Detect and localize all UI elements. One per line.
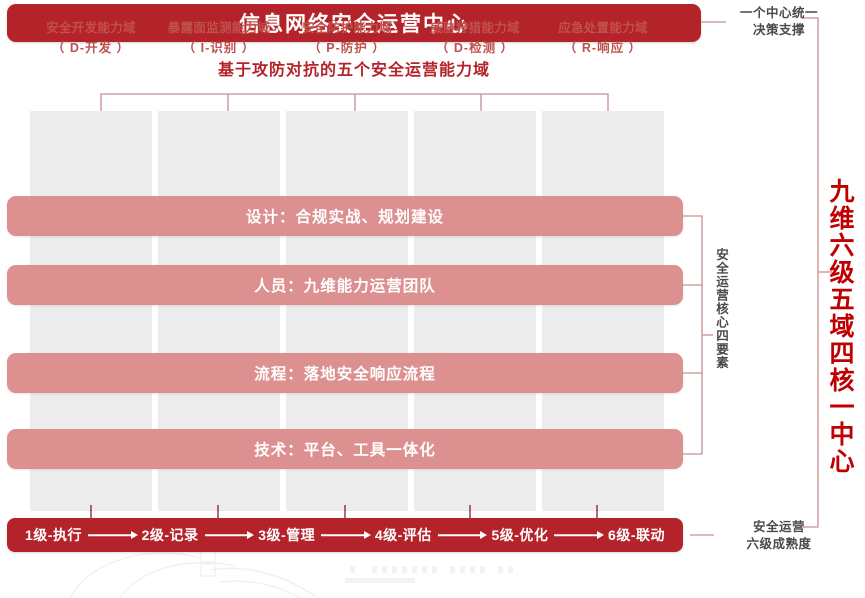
one-center-annotation-line2: 决策支撑 <box>752 23 805 37</box>
capability-label-d-dev-name: 安全开发能力域 <box>46 21 136 35</box>
capability-label-r-respond: 应急处置能力域 （ R-响应 ） <box>542 18 664 58</box>
core-element-label-people: 人员：九维能力运营团队 <box>254 278 436 295</box>
capability-label-i-identify-code: （ I-识别 ） <box>182 41 256 55</box>
page-title: 信息网络安全运营中心 <box>239 13 469 36</box>
capability-label-p-protect-name: 安全防护能力域 <box>302 21 392 35</box>
one-center-annotation: 一个中心统一 决策支撑 <box>733 5 825 39</box>
maturity-side-label-line2: 六级成熟度 <box>746 537 812 551</box>
framework-summary-label: 九维六级五域四核一中心 <box>826 178 854 475</box>
maturity-level-bar: 1级-执行 2级-记录 3级-管理 4级-评估 5级-优化 6级-联动 <box>7 518 683 552</box>
capability-label-d-dev: 安全开发能力域 （ D-开发 ） <box>30 18 152 58</box>
maturity-side-label: 安全运营 六级成熟度 <box>733 519 825 553</box>
capability-label-d-dev-code: （ D-开发 ） <box>51 41 131 55</box>
core-element-bar-process[interactable]: 流程：落地安全响应流程 <box>7 353 683 393</box>
maturity-level-4[interactable]: 4级-评估 <box>374 527 432 543</box>
capability-label-p-protect-code: （ P-防护 ） <box>308 41 386 55</box>
core-elements-side-label: 安全运营核心四要素 <box>714 248 728 370</box>
arrow-right-icon-1 <box>86 530 138 540</box>
core-element-label-technology: 技术：平台、工具一体化 <box>254 442 436 459</box>
background-watermark <box>69 549 513 598</box>
maturity-level-3[interactable]: 3级-管理 <box>258 527 316 543</box>
capability-label-r-respond-name: 应急处置能力域 <box>558 21 648 35</box>
subtitle: 基于攻防对抗的五个安全运营能力域 <box>217 62 490 79</box>
capability-label-i-identify: 暴露面监测能力域 （ I-识别 ） <box>158 18 280 58</box>
core-element-bar-design[interactable]: 设计：合规实战、规划建设 <box>7 196 683 236</box>
arrow-right-icon-5 <box>552 530 604 540</box>
maturity-side-label-line1: 安全运营 <box>752 520 805 534</box>
arrow-right-icon-2 <box>203 530 255 540</box>
core-element-bar-people[interactable]: 人员：九维能力运营团队 <box>7 265 683 305</box>
core-element-label-design: 设计：合规实战、规划建设 <box>245 209 444 226</box>
core-element-label-process: 流程：落地安全响应流程 <box>254 366 436 383</box>
capability-domains-bracket <box>100 93 609 111</box>
maturity-level-2[interactable]: 2级-记录 <box>141 527 199 543</box>
capability-label-d-detect: 威胁狩猎能力域 （ D-检测 ） <box>414 18 536 58</box>
arrow-right-icon-3 <box>319 530 371 540</box>
capability-label-r-respond-code: （ R-响应 ） <box>563 41 643 55</box>
maturity-level-5[interactable]: 5级-优化 <box>491 527 549 543</box>
one-center-annotation-line1: 一个中心统一 <box>739 6 818 20</box>
core-element-bar-technology[interactable]: 技术：平台、工具一体化 <box>7 429 683 469</box>
capability-label-d-detect-code: （ D-检测 ） <box>435 41 515 55</box>
capability-label-p-protect: 安全防护能力域 （ P-防护 ） <box>286 18 408 58</box>
capability-label-i-identify-name: 暴露面监测能力域 <box>167 21 271 35</box>
arrow-right-icon-4 <box>436 530 488 540</box>
maturity-level-6[interactable]: 6级-联动 <box>608 527 665 543</box>
main-title-bar: 信息网络安全运营中心 <box>7 4 701 42</box>
capability-label-d-detect-name: 威胁狩猎能力域 <box>430 21 520 35</box>
maturity-level-1[interactable]: 1级-执行 <box>25 527 82 543</box>
